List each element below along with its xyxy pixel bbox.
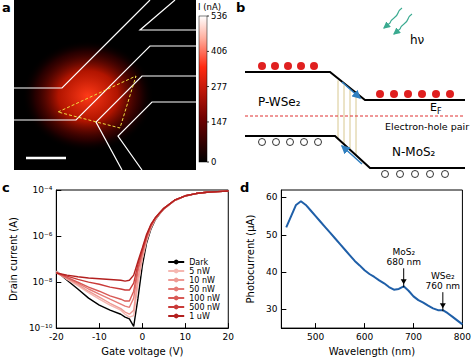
svg-text:600: 600 [356, 332, 373, 342]
svg-text:c: c [2, 180, 10, 195]
svg-text:10⁻⁶: 10⁻⁶ [33, 231, 53, 241]
svg-text:5 nW: 5 nW [189, 267, 210, 276]
svg-text:b: b [236, 0, 245, 15]
svg-text:10⁻⁴: 10⁻⁴ [33, 185, 53, 195]
svg-text:0: 0 [211, 157, 216, 167]
svg-text:680 nm: 680 nm [386, 257, 421, 267]
svg-text:10⁻¹⁰: 10⁻¹⁰ [28, 323, 53, 334]
svg-text:MoS₂: MoS₂ [392, 247, 415, 257]
svg-text:-20: -20 [49, 332, 64, 342]
svg-text:40: 40 [266, 267, 278, 277]
svg-text:hν: hν [410, 33, 425, 47]
svg-text:760 nm: 760 nm [426, 281, 461, 291]
svg-text:10 nW: 10 nW [189, 276, 215, 285]
svg-text:EF: EF [430, 101, 442, 116]
svg-text:1 uW: 1 uW [189, 312, 210, 321]
svg-text:700: 700 [405, 332, 422, 342]
svg-text:Electron-hole pair: Electron-hole pair [385, 121, 469, 132]
svg-text:500 nW: 500 nW [189, 303, 220, 312]
svg-text:536: 536 [211, 11, 227, 21]
svg-text:Photocurrent (μA): Photocurrent (μA) [245, 215, 256, 304]
svg-text:Wavelength (nm): Wavelength (nm) [329, 346, 415, 357]
svg-text:I (nA): I (nA) [198, 2, 221, 12]
svg-text:406: 406 [211, 46, 227, 56]
svg-text:Drain current (A): Drain current (A) [8, 217, 19, 301]
svg-text:Gate voltage (V): Gate voltage (V) [101, 346, 183, 357]
svg-text:800: 800 [454, 332, 471, 342]
svg-text:500: 500 [307, 332, 324, 342]
svg-text:10⁻⁸: 10⁻⁸ [33, 277, 53, 287]
svg-text:20: 20 [223, 332, 235, 342]
svg-text:277: 277 [211, 82, 227, 92]
svg-text:50 nW: 50 nW [189, 285, 215, 294]
svg-text:0: 0 [139, 332, 145, 342]
svg-text:60: 60 [266, 192, 278, 202]
svg-text:a: a [2, 0, 11, 15]
svg-text:10: 10 [180, 332, 192, 342]
svg-text:30: 30 [266, 304, 278, 314]
svg-text:WSe₂: WSe₂ [431, 271, 455, 281]
svg-text:147: 147 [211, 117, 227, 127]
svg-text:d: d [240, 180, 249, 195]
svg-text:50: 50 [266, 230, 278, 240]
svg-text:N-MoS₂: N-MoS₂ [392, 145, 436, 159]
svg-text:-10: -10 [92, 332, 107, 342]
svg-text:P-WSe₂: P-WSe₂ [258, 95, 301, 109]
svg-text:100 nW: 100 nW [189, 294, 220, 303]
svg-text:Dark: Dark [189, 258, 208, 267]
